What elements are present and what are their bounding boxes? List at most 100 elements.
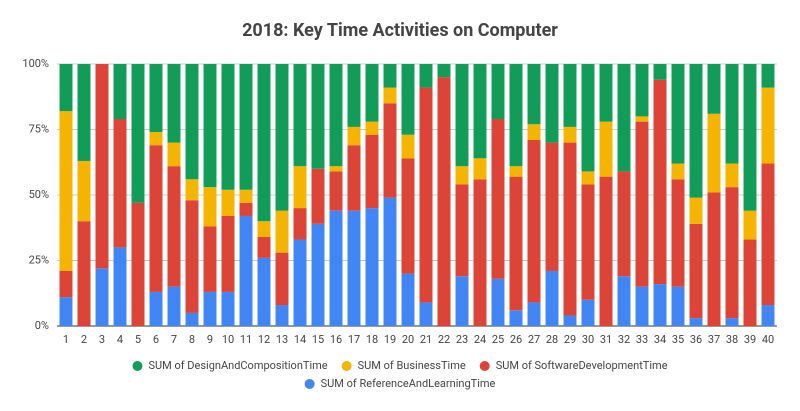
bar-segment [311,168,325,224]
bar-segment [59,297,73,326]
x-tick-label: 35 [672,333,684,346]
x-tick-label: 18 [366,333,378,346]
bar-segment [581,184,595,300]
bar-segment [185,200,199,313]
bar-segment [239,215,253,326]
bar-segment [635,64,649,117]
legend-item: SUM of BusinessTime [341,359,466,372]
bar-segment [347,210,361,326]
bar-segment [509,310,523,326]
chart-title: 2018: Key Time Activities on Computer [242,20,558,41]
bar-segment [725,187,739,319]
bar-segment [329,171,343,211]
bar-segment [419,87,433,303]
bar-segment [599,64,613,122]
bar-segment [671,163,685,180]
legend-item: SUM of ReferenceAndLearningTime [304,377,496,390]
x-tick-label: 28 [546,333,558,346]
bar-segment [473,179,487,326]
bar-segment [725,64,739,164]
x-tick-label: 11 [240,333,252,346]
bar-segment [743,210,757,240]
legend-label: SUM of DesignAndCompositionTime [148,359,327,372]
bar-segment [689,64,703,198]
x-tick-label: 36 [690,333,702,346]
bar-segment [149,64,163,133]
bar-segment [509,64,523,167]
bar-segment [671,286,685,326]
legend-row: SUM of ReferenceAndLearningTime [304,377,496,390]
bar-segment [239,202,253,216]
bar-segment [95,64,109,269]
bar-segment [293,166,307,209]
bar-segment [581,299,595,326]
bar-segment [77,160,91,222]
bar-segment [617,171,631,277]
bar-segment [401,64,415,135]
bar-segment [725,318,739,326]
bar-segment [545,142,559,271]
bar-segment [509,176,523,311]
x-tick-label: 17 [348,333,360,346]
bar-segment [635,286,649,326]
x-tick-label: 33 [636,333,648,346]
bar-segment [365,64,379,122]
bar-segment [473,158,487,180]
bar-segment [185,179,199,201]
bar-segment [761,64,775,88]
bar-segment [491,64,505,120]
legend-item: SUM of DesignAndCompositionTime [132,359,328,372]
bar-segment [419,64,433,88]
bar-segment [275,252,289,306]
bar-segment [113,119,127,248]
bar-segment [581,64,595,172]
bar-segment [581,171,595,185]
x-tick-label: 38 [726,333,738,346]
bar-segment [761,305,775,326]
bar-segment [653,284,667,326]
bar-segment [617,276,631,326]
bar-segment [491,278,505,326]
bar-segment [383,64,397,88]
bar-segment [95,268,109,326]
bar-segment [437,64,451,78]
bar-segment [167,64,181,143]
bar-segment [671,64,685,164]
bar-segment [77,64,91,161]
bar-segment [293,239,307,326]
bar-segment [149,132,163,146]
bar-segment [383,103,397,198]
x-tick-label: 37 [708,333,720,346]
bar-segment [221,291,235,326]
bar-segment [239,189,253,203]
x-tick-label: 23 [456,333,468,346]
bar-segment [347,145,361,211]
bar-segment [203,291,217,326]
y-tick-label: 50% [29,188,49,201]
x-tick-label: 14 [294,333,306,346]
bar-segment [275,64,289,211]
bar-segment [203,64,217,188]
x-tick-label: 32 [618,333,630,346]
x-tick-label: 21 [420,333,432,346]
bar-segment [707,64,721,114]
x-tick-label: 29 [564,333,576,346]
bar-segment [311,64,325,169]
bar-segment [689,318,703,326]
x-tick-label: 9 [207,333,213,346]
legend-label: SUM of ReferenceAndLearningTime [321,377,496,390]
x-tick-label: 31 [600,333,612,346]
bar-segment [527,302,541,326]
bar-segment [221,215,235,292]
bar-segment [563,315,577,326]
bar-segment [527,64,541,125]
bar-segment [113,64,127,120]
bar-segment [671,179,685,287]
bar-segment [203,226,217,292]
bar-segment [761,163,775,306]
x-tick-label: 1 [63,333,69,346]
bar-segment [239,64,253,190]
legend-swatch [132,361,143,371]
bar-segment [383,197,397,326]
